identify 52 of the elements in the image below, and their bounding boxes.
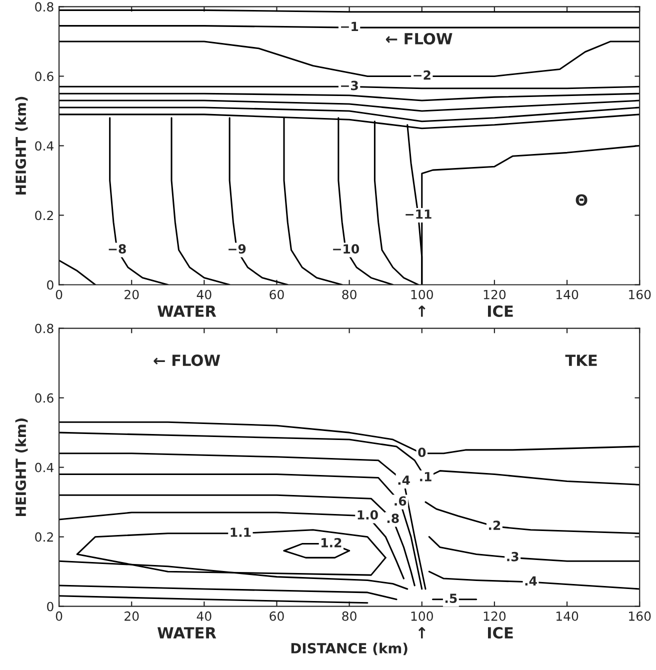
y-tick-label: 0.2 — [35, 532, 53, 542]
series-label: 0 — [418, 448, 426, 458]
series-label: .4 — [398, 476, 410, 485]
text: WATER — [158, 627, 216, 638]
x-axis-title: DISTANCE (km) — [291, 642, 408, 656]
x-tick-label: 100 — [411, 611, 433, 621]
text: ↑ — [418, 627, 426, 638]
series-label: .2 — [489, 520, 500, 530]
series-label: .4 — [525, 576, 537, 586]
annotation: Θ — [576, 194, 588, 206]
text: WATER — [158, 306, 216, 317]
y-tick-label: 0 — [47, 280, 54, 290]
annotation: ← FLOW — [386, 32, 452, 44]
x-tick-label: 40 — [196, 611, 212, 621]
x-tick-label: 0 — [56, 611, 62, 621]
x-tick-label: 140 — [556, 611, 578, 621]
series-label: .5 — [445, 594, 457, 604]
series-label: .1 — [420, 472, 432, 482]
x-tick-label: 120 — [484, 290, 506, 300]
y-tick-label: 0.8 — [35, 324, 54, 334]
y-tick-label: 0.4 — [35, 141, 54, 151]
annotation: ← FLOW — [154, 354, 220, 366]
y-tick-label: 0.4 — [35, 462, 54, 472]
text: ICE — [488, 627, 513, 639]
x-tick-label: 60 — [270, 290, 284, 300]
x-tick-label: 100 — [411, 290, 433, 300]
series-label: −10 — [333, 244, 360, 254]
x-tick-label: 140 — [556, 290, 578, 300]
y-tick-label: 0.6 — [35, 72, 54, 82]
text: ↑ — [418, 306, 426, 317]
y-tick-label: 0.2 — [35, 210, 53, 220]
x-tick-label: 160 — [629, 611, 651, 621]
x-tick-label: 60 — [270, 611, 284, 621]
text: ICE — [488, 305, 513, 317]
y-axis-title: HEIGHT (km) — [15, 418, 28, 516]
y-axis-title: HEIGHT (km) — [15, 96, 28, 194]
y-tick-label: 0.6 — [35, 393, 54, 403]
y-tick-label: 0.8 — [35, 2, 54, 12]
x-tick-label: 160 — [629, 290, 651, 300]
series-label: .8 — [387, 514, 399, 524]
y-tick-label: 0 — [47, 602, 54, 612]
annotation: TKE — [565, 354, 597, 366]
x-tick-label: 80 — [342, 611, 356, 621]
series-label: .3 — [507, 552, 518, 562]
series-label: −2 — [414, 70, 430, 80]
x-tick-label: 120 — [484, 611, 506, 621]
x-tick-label: 80 — [342, 290, 356, 300]
x-tick-label: 0 — [56, 290, 62, 300]
series-label: .6 — [394, 496, 406, 506]
x-tick-label: 20 — [124, 290, 139, 300]
x-tick-label: 40 — [196, 290, 212, 300]
x-tick-label: 20 — [124, 611, 139, 621]
